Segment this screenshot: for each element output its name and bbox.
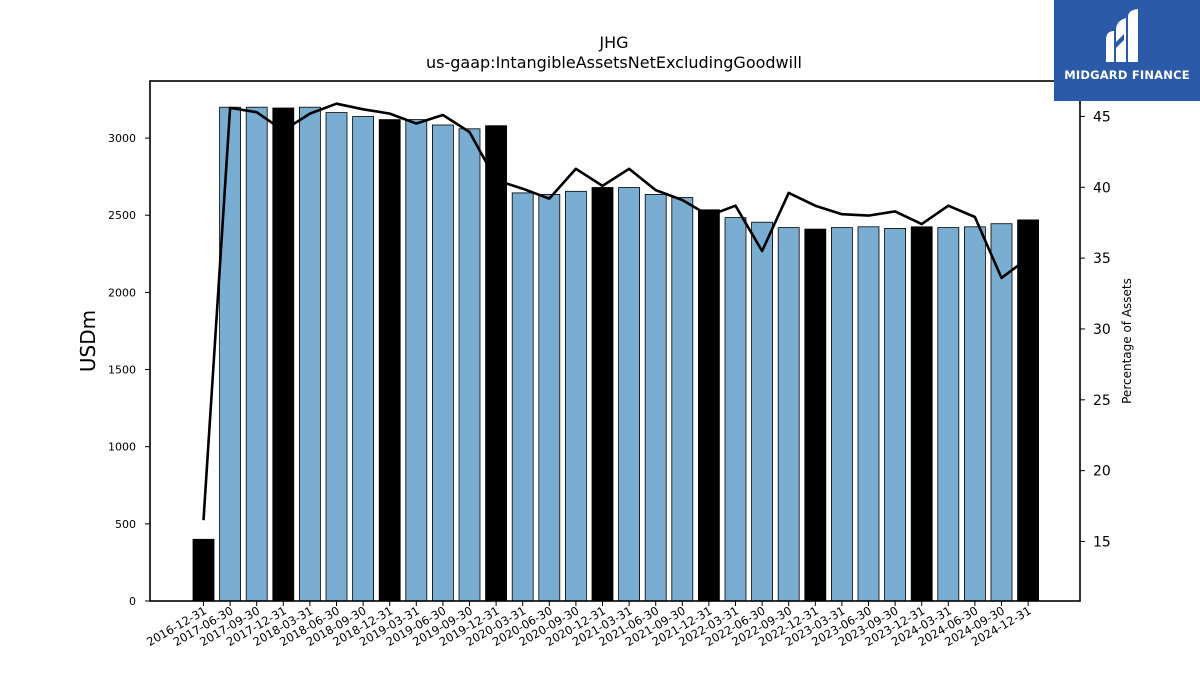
y-tick-label: 3000 [108,132,136,145]
bar-2023-09-30 [884,227,906,602]
bar-2021-12-31 [698,209,720,602]
bar-2020-09-30 [565,190,587,602]
y-tick-label: 1500 [108,364,136,377]
y2-tick-label: 40 [1093,180,1111,196]
y2-tick-label: 45 [1093,109,1111,125]
bar-2017-12-31 [272,107,295,602]
y-tick-label: 0 [129,595,136,608]
y2-tick-label: 25 [1093,393,1111,409]
bar-2024-12-31 [1017,219,1039,602]
plot-frame [149,80,1081,602]
chart-title: JHG [598,33,628,52]
y2-tick-label: 30 [1093,322,1111,338]
bar-2017-09-30 [245,106,268,602]
y-tick-label: 1000 [108,441,136,454]
y2-tick-label: 35 [1093,251,1111,267]
midgard-finance-logo: MIDGARD FINANCE [1054,0,1200,101]
bar-2022-06-30 [751,221,773,602]
bar-2021-09-30 [671,197,694,602]
bar-2020-12-31 [591,187,614,602]
bar-2022-09-30 [777,227,800,602]
y-tick-label: 2500 [108,209,136,222]
bar-2018-03-31 [298,106,321,602]
bar-2024-06-30 [964,226,986,602]
bar-2024-03-31 [937,227,960,602]
percentage-line [202,102,1029,521]
bar-2021-06-30 [644,193,667,602]
bar-2023-12-31 [910,226,933,602]
y-tick-label: 500 [115,518,136,531]
bar-2020-03-31 [511,192,534,602]
y-tick-label: 2000 [108,286,136,299]
y-axis-label: USDm [76,310,100,372]
bar-2023-03-31 [831,227,853,602]
bar-2019-06-30 [431,124,454,602]
bar-2019-09-30 [458,128,481,602]
bar-2017-06-30 [219,106,242,602]
bar-2021-03-31 [618,187,640,602]
chart-subtitle: us-gaap:IntangibleAssetsNetExcludingGood… [426,53,802,72]
bar-2019-12-31 [485,125,508,602]
bar-2024-09-30 [990,223,1013,602]
bar-2018-06-30 [325,112,348,602]
bar-2016-12-31 [192,538,215,602]
y2-axis-label: Percentage of Assets [1120,278,1134,404]
bar-2018-12-31 [378,119,401,602]
bar-2022-03-31 [724,217,747,602]
logo-text: MIDGARD FINANCE [1064,68,1190,82]
bar-2018-09-30 [352,116,375,602]
y2-tick-label: 20 [1093,464,1111,480]
bar-2020-06-30 [538,193,561,602]
bar-2022-12-31 [804,228,827,602]
logo-mark-icon [1106,9,1138,62]
bar-2019-03-31 [405,119,428,602]
bar-2023-06-30 [857,226,880,602]
y2-tick-label: 15 [1093,534,1111,550]
